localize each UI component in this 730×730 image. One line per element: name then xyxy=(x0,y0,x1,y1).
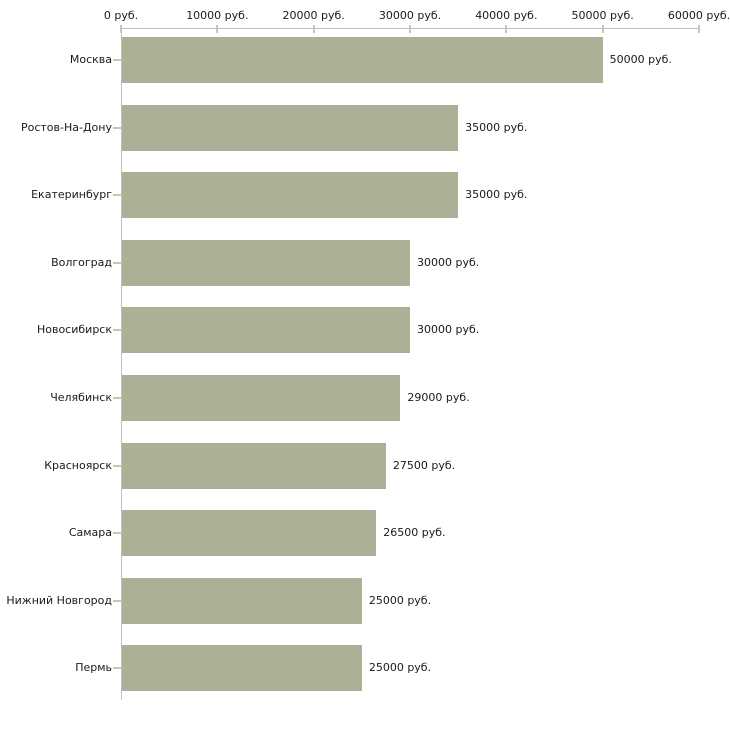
value-label: 30000 руб. xyxy=(417,323,480,337)
value-label: 26500 руб. xyxy=(383,526,446,540)
y-tick-mark xyxy=(113,194,121,197)
x-tick-mark xyxy=(312,25,315,33)
category-label: Новосибирск xyxy=(36,323,112,337)
category-label: Пермь xyxy=(75,661,112,675)
bar xyxy=(122,104,459,151)
value-label: 50000 руб. xyxy=(609,53,672,66)
y-tick-mark xyxy=(113,532,121,535)
bar xyxy=(122,442,386,489)
value-label: 35000 руб. xyxy=(465,120,528,134)
y-tick-mark xyxy=(113,59,121,61)
x-tick-mark xyxy=(505,25,508,33)
y-axis-line xyxy=(121,28,122,700)
x-tick-mark xyxy=(698,25,700,33)
bar xyxy=(122,577,362,624)
category-label: Екатеринбург xyxy=(31,188,112,202)
value-label: 35000 руб. xyxy=(465,188,528,202)
x-tick-mark xyxy=(120,25,122,33)
category-label: Самара xyxy=(68,526,112,540)
bar xyxy=(122,37,603,83)
category-label: Красноярск xyxy=(44,458,112,472)
y-tick-mark xyxy=(113,261,121,264)
category-label: Москва xyxy=(69,53,112,66)
bar xyxy=(122,172,459,219)
value-label: 29000 руб. xyxy=(407,391,470,404)
category-label: Волгоград xyxy=(51,255,112,269)
value-label: 25000 руб. xyxy=(368,593,432,607)
y-tick-mark xyxy=(113,126,121,129)
y-tick-mark xyxy=(113,464,121,467)
y-tick-mark xyxy=(113,329,121,332)
y-tick-mark xyxy=(113,599,121,602)
category-label: Ростов-На-Дону xyxy=(20,120,112,134)
x-tick-label: 20000 руб. xyxy=(282,9,345,22)
y-tick-mark xyxy=(113,397,121,399)
bar xyxy=(122,239,410,286)
value-label: 30000 руб. xyxy=(417,255,480,269)
bar xyxy=(122,510,377,557)
x-tick-mark xyxy=(409,25,411,33)
bar xyxy=(122,645,362,692)
x-tick-mark xyxy=(216,25,219,33)
bar xyxy=(122,307,410,354)
value-label: 27500 руб. xyxy=(392,458,456,472)
x-tick-label: 0 руб. xyxy=(103,9,139,22)
x-tick-label: 40000 руб. xyxy=(475,9,538,22)
x-tick-label: 10000 руб. xyxy=(186,9,249,22)
category-label: Челябинск xyxy=(50,391,112,404)
category-label: Нижний Новгород xyxy=(6,593,112,607)
y-tick-mark xyxy=(113,667,121,670)
x-tick-label: 50000 руб. xyxy=(571,9,634,22)
x-tick-mark xyxy=(601,25,604,33)
x-tick-label: 30000 руб. xyxy=(378,9,442,22)
x-tick-label: 60000 руб. xyxy=(667,9,730,22)
value-label: 25000 руб. xyxy=(368,661,432,675)
bar xyxy=(122,375,401,421)
